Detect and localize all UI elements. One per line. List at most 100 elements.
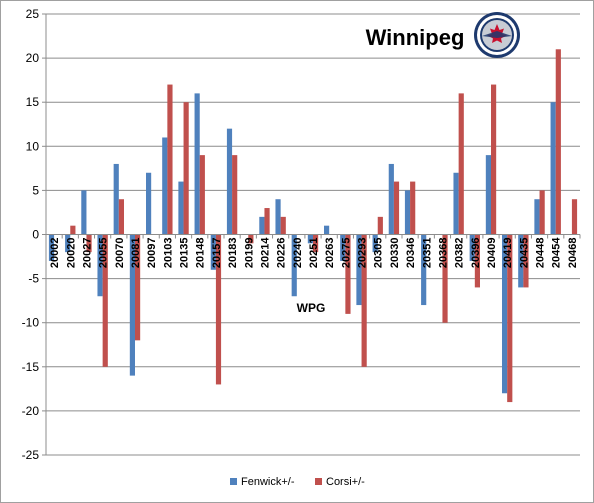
bar-corsi <box>86 234 92 253</box>
bar-fenwick <box>485 155 491 235</box>
bar-corsi <box>539 190 545 235</box>
bar-fenwick <box>307 234 313 244</box>
x-tick-label: 20382 <box>454 238 466 269</box>
bar-corsi <box>199 155 205 235</box>
bar-fenwick <box>65 234 71 253</box>
bar-corsi <box>183 102 189 235</box>
bar-fenwick <box>146 172 152 235</box>
category-labels: 20002 20020 20027 20055 20070 20081 20097 20103… <box>49 237 579 268</box>
legend-label-fenwick: Fenwick+/- <box>241 476 295 488</box>
x-tick-label: 20293 <box>357 238 369 269</box>
bar-fenwick <box>356 234 362 306</box>
bar-fenwick <box>210 234 216 270</box>
bar-fenwick <box>372 234 378 253</box>
x-tick-label: 20183 <box>227 238 239 269</box>
x-tick-label: 20368 <box>437 238 449 269</box>
y-tick-label: -5 <box>28 272 39 286</box>
bar-corsi <box>523 234 529 288</box>
x-tick-label: 20135 <box>179 238 191 269</box>
legend-swatch-corsi <box>315 478 322 485</box>
x-tick-label: 20070 <box>114 238 126 269</box>
x-tick-label: 20081 <box>130 238 142 269</box>
x-tick-label: 20097 <box>146 238 158 269</box>
bar-corsi <box>361 234 367 367</box>
x-tick-label: 20148 <box>195 238 207 269</box>
winnipeg-jets-logo-icon <box>474 12 520 58</box>
bar-corsi <box>491 84 497 235</box>
x-tick-label: 20305 <box>373 238 385 269</box>
chart-title: Winnipeg <box>366 25 465 50</box>
axes <box>45 14 581 455</box>
x-tick-label: 20020 <box>65 238 77 269</box>
y-tick-labels: -25 -20 -15 -10 -5 0 5 10 15 20 25 <box>22 7 40 462</box>
bar-fenwick <box>518 234 524 288</box>
bar-fenwick <box>48 234 55 261</box>
x-tick-label: 20240 <box>292 238 304 269</box>
bar-fenwick <box>324 225 330 235</box>
bar-corsi <box>571 199 578 235</box>
x-tick-label: 20002 <box>49 238 61 269</box>
y-tick-label: -10 <box>22 316 40 330</box>
x-tick-label: 20055 <box>98 238 110 269</box>
x-tick-label: 20214 <box>259 237 271 268</box>
x-tick-label: 20448 <box>535 238 547 269</box>
bar-corsi <box>264 208 270 235</box>
x-tick-label: 20251 <box>308 238 320 269</box>
bar-corsi <box>313 234 319 253</box>
x-tick-label: 20409 <box>486 238 498 269</box>
bar-fenwick <box>194 93 200 235</box>
bar-corsi <box>458 93 464 235</box>
bar-corsi <box>118 199 124 235</box>
x-axis-title: WPG <box>297 301 326 315</box>
y-tick-label: 25 <box>26 7 40 21</box>
bar-fenwick <box>291 234 297 297</box>
bar-corsi <box>393 181 400 235</box>
bar-corsi <box>167 84 173 235</box>
bar-corsi <box>410 181 416 235</box>
y-tick-label: 0 <box>32 228 39 242</box>
bar-corsi <box>442 234 448 323</box>
y-tick-label: 5 <box>32 183 39 197</box>
bar-corsi <box>215 234 222 385</box>
bar-corsi <box>555 49 561 235</box>
x-tick-label: 20435 <box>518 238 530 269</box>
x-tick-label: 20157 <box>211 238 223 269</box>
bar-fenwick <box>469 234 475 261</box>
legend-label-corsi: Corsi+/- <box>326 476 365 488</box>
x-tick-label: 20351 <box>421 238 433 269</box>
x-tick-label: 20468 <box>567 238 579 269</box>
bar-corsi <box>507 234 513 403</box>
bar-fenwick <box>534 199 540 235</box>
bar-fenwick <box>404 190 411 235</box>
bar-fenwick <box>113 163 119 235</box>
bar-corsi <box>280 216 286 235</box>
bar-corsi <box>248 234 254 244</box>
x-tick-label: 20263 <box>324 238 336 269</box>
bar-corsi <box>70 225 76 235</box>
x-tick-label: 20330 <box>389 238 401 269</box>
x-tick-label: 20027 <box>81 238 93 269</box>
bar-fenwick <box>178 181 184 235</box>
bar-corsi <box>377 216 383 235</box>
bar-corsi <box>102 234 108 367</box>
x-tick-label: 20346 <box>405 238 417 269</box>
bar-fenwick <box>162 137 168 235</box>
bar-fenwick <box>81 190 87 235</box>
x-tick-label: 20419 <box>502 238 514 269</box>
legend: Fenwick+/- Corsi+/- <box>230 476 365 488</box>
bar-fenwick <box>453 172 459 235</box>
bar-corsi <box>232 155 238 235</box>
bar-fenwick <box>388 163 394 235</box>
bar-fenwick <box>226 128 233 235</box>
x-tick-label: 20103 <box>162 238 174 269</box>
x-tick-label: 20396 <box>470 238 482 269</box>
x-tick-label: 20199 <box>243 237 255 268</box>
y-tick-label: 20 <box>26 51 40 65</box>
bar-fenwick <box>340 234 346 261</box>
bar-corsi <box>135 234 141 341</box>
bar-fenwick <box>129 234 135 376</box>
bar-corsi <box>345 234 351 314</box>
bar-fenwick <box>502 234 508 394</box>
bar-fenwick <box>275 199 281 235</box>
